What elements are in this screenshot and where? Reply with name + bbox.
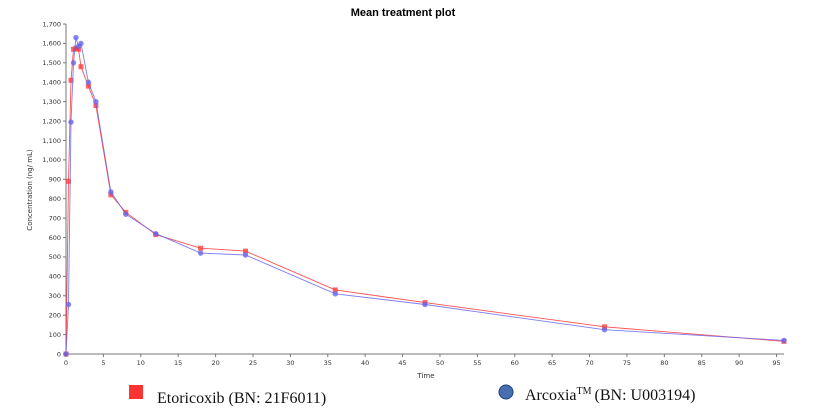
data-point — [85, 79, 92, 85]
data-point — [73, 45, 79, 51]
data-point — [781, 337, 787, 344]
x-tick-label: 75 — [623, 359, 631, 367]
x-tick-label: 0 — [64, 359, 68, 367]
x-tick-label: 90 — [735, 359, 743, 367]
y-tick-label: 0 — [57, 350, 61, 358]
data-point — [332, 291, 338, 297]
series-arcoxia — [63, 34, 787, 357]
x-tick-label: 85 — [698, 359, 706, 367]
data-point — [68, 119, 74, 125]
x-tick-label: 10 — [137, 359, 145, 367]
y-tick-label: 100 — [49, 331, 61, 339]
y-tick-label: 1,500 — [42, 59, 61, 67]
data-point — [108, 192, 114, 198]
x-tick-label: 95 — [772, 359, 780, 367]
x-tick-label: 5 — [101, 359, 105, 367]
y-tick-label: 700 — [49, 214, 61, 222]
data-point — [243, 248, 248, 254]
chart-title: Mean treatment plot — [351, 7, 456, 19]
y-ticks: 0 100 200 300 400 500 600 700 800 900 1,000 1,100 1,… — [42, 20, 66, 358]
legend-label-arcoxia: ArcoxiaTM (BN: U003194) — [525, 386, 695, 404]
y-tick-label: 500 — [49, 253, 61, 261]
y-tick-label: 1,200 — [42, 117, 61, 125]
data-point — [70, 60, 77, 66]
x-tick-label: 35 — [324, 359, 332, 367]
data-point — [78, 64, 84, 70]
x-tick-label: 65 — [548, 359, 556, 367]
x-tick-label: 70 — [585, 359, 593, 367]
legend-swatch-arcoxia — [498, 384, 514, 400]
x-tick-label: 45 — [398, 359, 406, 367]
legend: Etoricoxib (BN: 21F6011) ArcoxiaTM (BN: U… — [129, 384, 695, 407]
y-tick-label: 1,100 — [42, 137, 61, 145]
y-tick-label: 300 — [49, 292, 61, 300]
x-tick-label: 20 — [211, 359, 219, 367]
x-tick-label: 15 — [174, 359, 182, 367]
data-point — [332, 287, 338, 293]
data-point — [198, 245, 204, 251]
series-layer — [63, 34, 787, 357]
data-point — [73, 34, 79, 41]
data-point — [153, 230, 159, 237]
data-point — [108, 189, 114, 195]
series-etoricoxib — [63, 45, 787, 357]
y-tick-label: 1,400 — [42, 79, 61, 87]
data-point — [123, 211, 129, 217]
y-tick-label: 1,600 — [42, 40, 61, 48]
x-tick-label: 55 — [473, 359, 481, 367]
y-tick-label: 200 — [49, 311, 61, 319]
x-tick-label: 60 — [511, 359, 519, 367]
x-tick-label: 50 — [436, 359, 444, 367]
legend-label-arcoxia-name: Arcoxia — [525, 387, 577, 404]
data-point — [75, 46, 81, 52]
data-point — [602, 324, 607, 330]
x-tick-label: 40 — [361, 359, 369, 367]
x-axis-label: Time — [416, 372, 434, 380]
y-axis-label: Concentration (ng/ mL) — [26, 149, 34, 231]
x-tick-label: 80 — [660, 359, 668, 367]
legend-label-etoricoxib: Etoricoxib (BN: 21F6011) — [157, 390, 326, 407]
legend-label-arcoxia-sup: TM — [577, 386, 592, 397]
data-point — [78, 40, 84, 47]
data-point — [65, 178, 71, 184]
data-point — [197, 250, 204, 256]
data-point — [242, 252, 249, 258]
data-point — [93, 98, 99, 105]
y-tick-label: 1,000 — [42, 156, 61, 164]
data-point — [85, 83, 91, 89]
data-point — [601, 327, 608, 333]
data-point — [68, 77, 74, 83]
legend-label-arcoxia-rest: (BN: U003194) — [595, 387, 696, 404]
legend-swatch-etoricoxib — [129, 385, 143, 399]
y-tick-label: 600 — [49, 234, 61, 242]
data-point — [65, 301, 72, 308]
y-tick-label: 400 — [49, 273, 61, 281]
data-point — [422, 301, 428, 308]
y-tick-label: 1,700 — [42, 20, 61, 28]
y-tick-label: 1,300 — [42, 98, 61, 106]
y-tick-label: 800 — [49, 195, 61, 203]
data-point — [93, 103, 99, 109]
series-line — [65, 37, 785, 355]
series-line — [65, 47, 785, 355]
y-tick-label: 900 — [49, 176, 61, 184]
data-point — [63, 351, 69, 357]
x-tick-label: 30 — [286, 359, 294, 367]
x-tick-label: 25 — [249, 359, 257, 367]
x-ticks: 0 5 10 15 20 25 30 35 40 45 50 55 60 65 70 75 80 85 90 95 — [64, 354, 781, 367]
